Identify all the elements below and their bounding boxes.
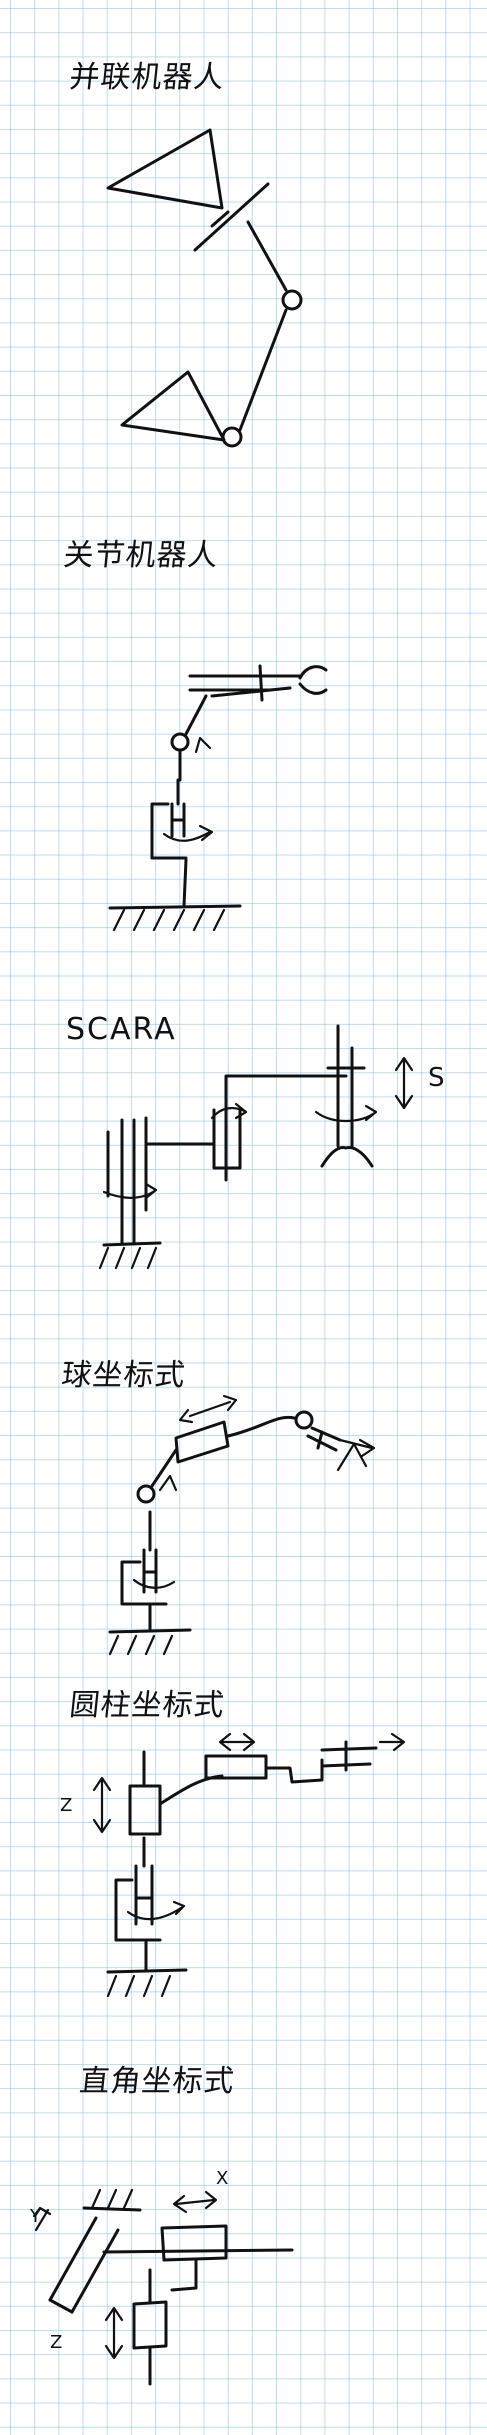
cartesian-y-label: Y	[30, 2206, 42, 2227]
cartesian-z-arrow	[104, 2306, 124, 2360]
parallel-upper-arm	[246, 220, 288, 292]
spherical-forearm	[226, 1415, 296, 1438]
articulated-upper-arm	[184, 694, 208, 736]
spherical-prismatic-arrow	[178, 1394, 238, 1424]
articulated-ground	[108, 904, 242, 910]
cylindrical-vertical-box	[128, 1784, 162, 1836]
scara-quill	[336, 1024, 354, 1148]
scara-robot-title: SCARA	[66, 1012, 177, 1047]
cartesian-top-ground	[82, 2206, 142, 2212]
spherical-upper-link	[150, 1448, 178, 1488]
cylindrical-z-label: Z	[60, 1795, 74, 1816]
cartesian-x-carriage	[160, 2224, 228, 2262]
spherical-base	[120, 1560, 168, 1606]
cylindrical-horizontal-arrow	[218, 1732, 256, 1752]
articulated-robot-diagram	[108, 664, 328, 932]
spherical-prismatic-box	[174, 1420, 230, 1464]
articulated-forearm	[188, 674, 302, 698]
spherical-shoulder-joint	[136, 1484, 156, 1504]
parallel-top-triangle	[106, 128, 224, 210]
scara-s-arrow	[394, 1056, 414, 1110]
parallel-bottom-triangle	[120, 370, 226, 442]
cartesian-x-arrow	[172, 2190, 218, 2214]
articulated-shoulder-joint	[170, 732, 190, 752]
scara-base-rotation-arrow	[102, 1182, 158, 1200]
cylindrical-base	[114, 1878, 162, 1942]
cartesian-y-rail	[48, 2216, 120, 2314]
scara-elbow-rotation-arrow	[210, 1102, 248, 1120]
scara-link-2	[224, 1074, 348, 1100]
parallel-lower-arm	[238, 308, 288, 432]
cartesian-robot-diagram	[32, 2188, 294, 2386]
articulated-base-frame	[150, 802, 170, 860]
scara-ground	[102, 1241, 162, 1247]
articulated-gripper	[298, 665, 328, 695]
cylindrical-base-rotation-arrow	[126, 1900, 186, 1921]
spherical-gripper	[306, 1426, 342, 1452]
cylindrical-arm	[158, 1774, 224, 1806]
cartesian-x-label: X	[216, 2168, 230, 2189]
scara-quill-rotation-arrow	[314, 1104, 378, 1122]
spherical-wrist-joint	[294, 1410, 314, 1430]
cylindrical-robot-diagram	[92, 1732, 406, 1998]
spherical-robot-diagram	[108, 1394, 376, 1656]
scara-base-column	[120, 1118, 136, 1246]
parallel-robot-diagram	[106, 128, 303, 448]
parallel-elbow-joint	[281, 289, 303, 311]
cartesian-x-beam	[102, 2248, 294, 2254]
scara-s-label: S	[428, 1063, 446, 1093]
cylindrical-end-effector	[320, 1740, 378, 1772]
cylindrical-z-arrow	[92, 1776, 112, 1834]
scara-tool	[320, 1146, 374, 1168]
scara-robot-diagram	[98, 1024, 414, 1270]
cylindrical-extension	[264, 1758, 324, 1784]
cartesian-y-arrow	[32, 2206, 52, 2232]
cartesian-z-box	[132, 2300, 168, 2350]
cartesian-z-label: Z	[50, 2332, 64, 2353]
parallel-fixed-plate	[193, 182, 270, 252]
cylindrical-horizontal-box	[204, 1754, 268, 1780]
parallel-bottom-joint	[221, 426, 243, 448]
articulated-base-rotation-arrow	[162, 824, 214, 842]
